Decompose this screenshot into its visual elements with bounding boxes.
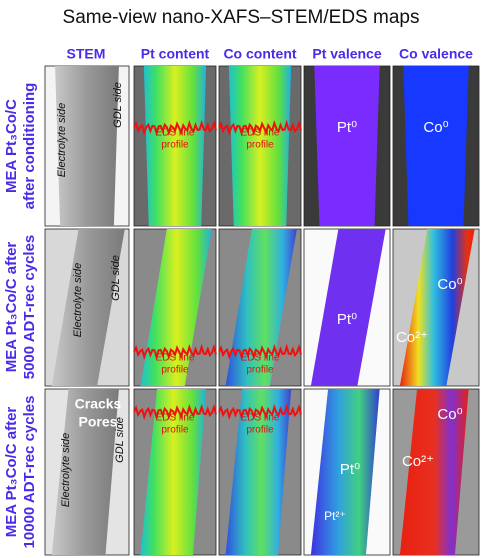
- sample-strip: [140, 389, 207, 555]
- valence-label: Co²⁺: [396, 329, 428, 346]
- figure-title: Same-view nano-XAFS–STEM/EDS maps: [63, 7, 420, 28]
- row-label: 5000 ADT-rec cycles: [21, 235, 38, 380]
- sample-strip: [225, 229, 297, 386]
- eds-label: profile: [246, 140, 274, 151]
- valence-label: Pt⁰: [340, 461, 360, 478]
- eds-line-profile: [218, 343, 302, 361]
- eds-line-profile: [133, 343, 217, 361]
- row-label: MEA Pt₃Co/C: [3, 99, 20, 193]
- row-label: MEA Pt₃Co/C after: [3, 407, 20, 538]
- valence-label: Co⁰: [423, 119, 448, 136]
- row-label: after conditioning: [21, 83, 38, 210]
- row-label: 10000 ADT-rec cycles: [21, 396, 38, 549]
- sample-strip: [399, 229, 475, 386]
- sample-strip: [310, 229, 386, 386]
- eds-label: EDS line: [156, 353, 195, 364]
- eds-label: profile: [161, 365, 189, 376]
- sample-strip: [228, 66, 292, 226]
- panels: [44, 65, 480, 556]
- column-header: Pt valence: [312, 46, 381, 62]
- sample-strip: [51, 389, 119, 555]
- valence-label: Pt²⁺: [324, 509, 346, 523]
- sample-strip: [55, 66, 119, 226]
- column-header: STEM: [67, 46, 106, 62]
- side-label: Electrolyte side: [72, 263, 84, 338]
- sample-strip: [399, 389, 469, 555]
- eds-label: profile: [246, 425, 274, 436]
- eds-line-profile: [218, 119, 302, 137]
- sample-strip: [140, 229, 212, 386]
- side-label: Electrolyte side: [60, 433, 72, 508]
- eds-label: profile: [161, 425, 189, 436]
- column-header: Pt content: [141, 46, 210, 62]
- annotations: MEA Pt₃Co/C after conditioning Electrolyte…: [3, 82, 463, 548]
- sample-strip: [310, 389, 380, 555]
- eds-line-profile: [133, 403, 217, 421]
- sample-strip: [143, 66, 207, 226]
- eds-line-profile: [218, 403, 302, 421]
- column-header: Co content: [223, 46, 296, 62]
- eds-label: EDS line: [241, 353, 280, 364]
- valence-label: Co⁰: [437, 276, 462, 293]
- valence-label: Pt⁰: [337, 119, 357, 136]
- side-label: GDL side: [114, 417, 126, 463]
- valence-label: Co²⁺: [402, 453, 434, 470]
- eds-label: EDS line: [241, 128, 280, 139]
- valence-label: Co⁰: [437, 406, 462, 423]
- eds-label: profile: [161, 140, 189, 151]
- eds-label: EDS line: [156, 128, 195, 139]
- eds-line-profile: [133, 119, 217, 137]
- side-label: Electrolyte side: [56, 103, 68, 178]
- row-label: MEA Pt₃Co/C after: [3, 242, 20, 373]
- valence-label: Pt⁰: [337, 311, 357, 328]
- sample-strip: [51, 229, 125, 386]
- stem-note: Cracks: [75, 396, 122, 412]
- sample-strip: [225, 389, 292, 555]
- sample-strip: [403, 66, 469, 226]
- column-header: Co valence: [399, 46, 473, 62]
- eds-label: EDS line: [241, 413, 280, 424]
- stem-note: Pores: [79, 414, 118, 430]
- sample-strip: [314, 66, 380, 226]
- side-label: GDL side: [112, 82, 124, 128]
- eds-label: EDS line: [156, 413, 195, 424]
- eds-label: profile: [246, 365, 274, 376]
- side-label: GDL side: [110, 255, 122, 301]
